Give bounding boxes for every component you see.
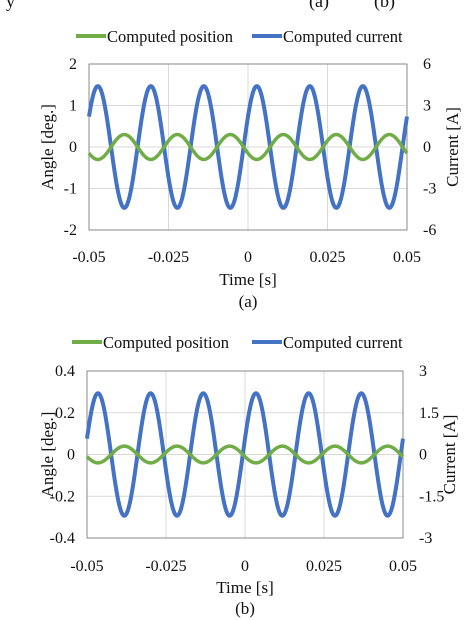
y2-tick-label: 6 bbox=[423, 56, 431, 73]
x-tick-label: -0.025 bbox=[148, 249, 189, 266]
legend-label-current: Computed current bbox=[283, 333, 403, 352]
y2-tick-label: 0 bbox=[419, 447, 427, 464]
cropped-top-text: y (a) (b) bbox=[0, 0, 474, 16]
series-line-position bbox=[85, 444, 405, 465]
y-tick-label: 0 bbox=[67, 447, 75, 464]
y-tick-label: -2 bbox=[64, 222, 77, 239]
cropped-text-middle: (a) bbox=[309, 0, 329, 11]
chart-a: Computed position Computed current-0.05 -0… bbox=[38, 27, 462, 311]
y2-tick-label: 1.5 bbox=[419, 405, 439, 422]
y2-tick-label: 3 bbox=[423, 98, 431, 115]
y2-axis-label: Current [A] bbox=[443, 107, 462, 187]
x-tick-label: 0.025 bbox=[310, 249, 346, 266]
x-tick-label: 0.05 bbox=[389, 558, 417, 575]
y-tick-label: -0.2 bbox=[50, 488, 75, 505]
y-axis-label: Angle [deg.] bbox=[38, 412, 57, 498]
legend: Computed position Computed current bbox=[76, 27, 403, 46]
cropped-text-right: (b) bbox=[374, 0, 395, 11]
y2-tick-label: -3 bbox=[423, 181, 436, 198]
x-axis-label: Time [s] bbox=[216, 578, 273, 597]
x-tick-label: 0.05 bbox=[393, 249, 421, 266]
x-tick-label: -0.025 bbox=[145, 558, 186, 575]
y-tick-label: -0.4 bbox=[50, 530, 75, 547]
series-lines bbox=[87, 84, 409, 210]
x-tick-label: 0 bbox=[244, 249, 252, 266]
x-tick-label: 0.025 bbox=[306, 558, 342, 575]
y-axis-label: Angle [deg.] bbox=[38, 104, 57, 190]
y-tick-label: 1 bbox=[69, 98, 77, 115]
y2-tick-label: -3 bbox=[419, 530, 432, 547]
legend-label-position: Computed position bbox=[107, 27, 233, 46]
series-line-current bbox=[87, 84, 409, 210]
y-tick-label: 0 bbox=[69, 139, 77, 156]
x-tick-label: -0.05 bbox=[70, 558, 103, 575]
plot-area-border bbox=[88, 63, 408, 231]
chart-caption: (a) bbox=[239, 292, 258, 311]
series-line-current bbox=[85, 391, 405, 518]
tick-labels: -0.05 -0.025 0 0.025 0.05 2 1 0 -1 -2 6 3 0 -3 -6 bbox=[64, 56, 437, 266]
y-tick-label: 2 bbox=[69, 56, 77, 73]
chart-caption: (b) bbox=[235, 599, 255, 618]
legend: Computed position Computed current bbox=[72, 333, 403, 352]
series-line-position bbox=[87, 132, 409, 162]
series-lines bbox=[85, 391, 405, 518]
y-tick-label: 0.4 bbox=[55, 363, 75, 380]
x-tick-label: 0 bbox=[241, 558, 249, 575]
legend-label-current: Computed current bbox=[283, 27, 403, 46]
y-tick-label: -1 bbox=[64, 181, 77, 198]
y2-tick-label: -1.5 bbox=[419, 488, 444, 505]
y2-tick-label: 3 bbox=[419, 363, 427, 380]
legend-label-position: Computed position bbox=[103, 333, 229, 352]
y2-tick-label: 0 bbox=[423, 139, 431, 156]
x-tick-label: -0.05 bbox=[72, 249, 105, 266]
y2-axis-label: Current [A] bbox=[440, 415, 459, 495]
y-tick-label: 0.2 bbox=[55, 405, 75, 422]
y2-tick-label: -6 bbox=[423, 222, 436, 239]
cropped-text-left: y bbox=[6, 0, 15, 11]
x-axis-label: Time [s] bbox=[219, 270, 276, 289]
chart-b: Computed position Computed current-0.05 -0… bbox=[38, 333, 459, 618]
tick-labels: -0.05 -0.025 0 0.025 0.05 0.4 0.2 0 -0.2 -0.4 3 1.5… bbox=[50, 363, 445, 575]
